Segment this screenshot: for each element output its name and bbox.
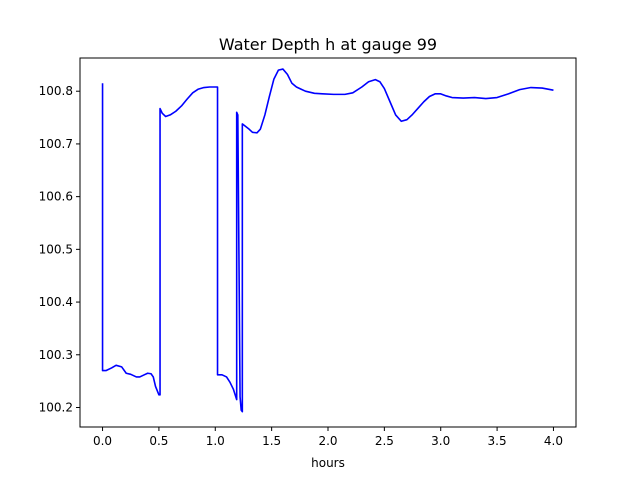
x-tick-label: 4.0 — [544, 434, 563, 448]
series-layer — [101, 68, 554, 413]
x-tick-label: 3.0 — [431, 434, 450, 448]
x-tick-label: 1.5 — [262, 434, 281, 448]
series-line-0 — [101, 68, 554, 413]
x-tick-label: 0.5 — [149, 434, 168, 448]
x-tick-label: 2.0 — [318, 434, 337, 448]
x-tick-label: 2.5 — [375, 434, 394, 448]
y-axis: 100.2 100.3 100.4 100.5 100.6 100.7 100.8 — [39, 84, 80, 414]
x-tick-label: 1.0 — [206, 434, 225, 448]
x-tick-label: 0.0 — [93, 434, 112, 448]
chart-title: Water Depth h at gauge 99 — [219, 35, 437, 54]
x-axis: 0.0 0.5 1.0 1.5 2.0 2.5 3.0 3.5 4.0 — [93, 427, 563, 448]
x-tick-label: 3.5 — [488, 434, 507, 448]
y-tick-label: 100.4 — [39, 295, 73, 309]
y-tick-label: 100.8 — [39, 84, 73, 98]
y-tick-label: 100.7 — [39, 137, 73, 151]
x-axis-label: hours — [311, 456, 345, 470]
y-tick-label: 100.5 — [39, 242, 73, 256]
y-tick-label: 100.3 — [39, 348, 73, 362]
y-tick-label: 100.2 — [39, 400, 73, 414]
y-tick-label: 100.6 — [39, 190, 73, 204]
